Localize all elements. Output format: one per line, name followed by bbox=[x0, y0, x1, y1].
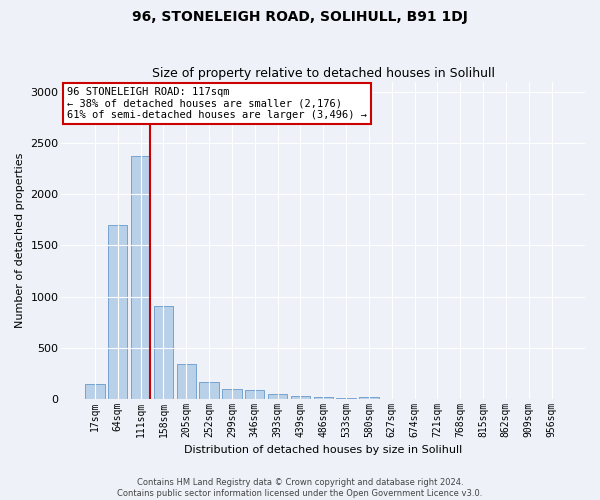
Bar bbox=[85, 384, 104, 398]
Text: Contains HM Land Registry data © Crown copyright and database right 2024.
Contai: Contains HM Land Registry data © Crown c… bbox=[118, 478, 482, 498]
Bar bbox=[222, 390, 242, 398]
Bar bbox=[268, 394, 287, 398]
Title: Size of property relative to detached houses in Solihull: Size of property relative to detached ho… bbox=[152, 66, 495, 80]
Y-axis label: Number of detached properties: Number of detached properties bbox=[15, 152, 25, 328]
Bar bbox=[291, 396, 310, 398]
Bar bbox=[314, 396, 333, 398]
Bar bbox=[359, 397, 379, 398]
Bar bbox=[245, 390, 265, 398]
Bar bbox=[154, 306, 173, 398]
Text: 96 STONELEIGH ROAD: 117sqm
← 38% of detached houses are smaller (2,176)
61% of s: 96 STONELEIGH ROAD: 117sqm ← 38% of deta… bbox=[67, 87, 367, 120]
X-axis label: Distribution of detached houses by size in Solihull: Distribution of detached houses by size … bbox=[184, 445, 463, 455]
Text: 96, STONELEIGH ROAD, SOLIHULL, B91 1DJ: 96, STONELEIGH ROAD, SOLIHULL, B91 1DJ bbox=[132, 10, 468, 24]
Bar bbox=[131, 156, 151, 398]
Bar bbox=[176, 364, 196, 398]
Bar bbox=[108, 225, 127, 398]
Bar bbox=[199, 382, 219, 398]
